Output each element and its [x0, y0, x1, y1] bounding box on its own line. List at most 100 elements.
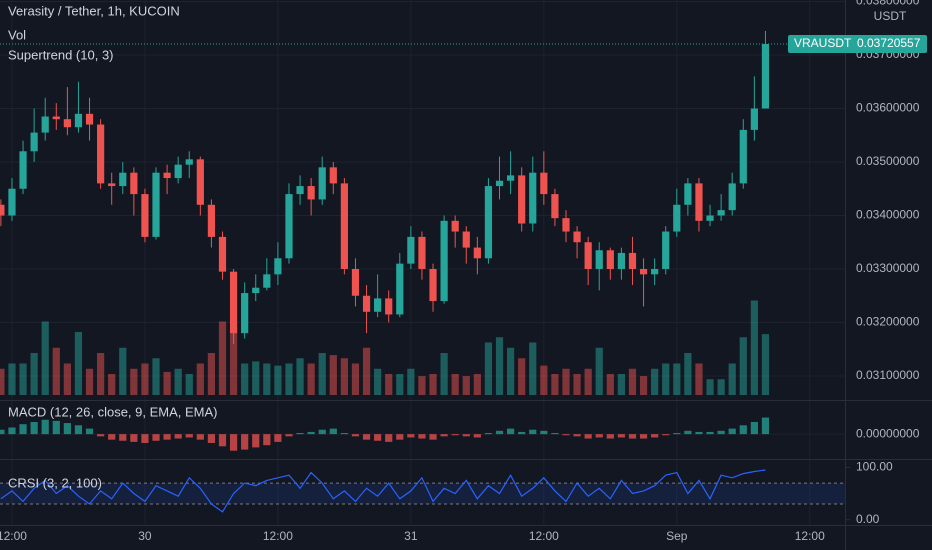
macd-histogram-bar — [484, 433, 493, 435]
candle-body — [728, 183, 736, 211]
volume-bar — [351, 363, 360, 395]
candle-body — [374, 298, 382, 312]
candle-body — [196, 159, 204, 205]
volume-bar — [185, 374, 193, 395]
volume-bar — [651, 368, 659, 395]
volume-bar — [52, 347, 60, 395]
candle-body — [351, 268, 360, 296]
macd-histogram-bar — [362, 434, 371, 440]
macd-histogram-bar — [163, 434, 171, 440]
candle-body — [717, 210, 725, 216]
candle-body — [451, 220, 459, 232]
volume-bar — [540, 365, 548, 395]
last-price-label: 0.03720557 — [857, 36, 921, 50]
candle-body — [385, 298, 393, 315]
x-tick-label: 12:00 — [0, 529, 27, 543]
macd-histogram-bar — [506, 428, 515, 435]
candle-body — [684, 183, 692, 205]
volume-bar — [307, 363, 315, 395]
volume-bar — [74, 332, 83, 395]
candle-body — [318, 167, 326, 200]
volume-bar — [473, 374, 481, 395]
macd-histogram-bar — [706, 431, 714, 435]
volume-bar — [0, 368, 5, 395]
symbol-label: VRAUSDT — [794, 36, 852, 50]
candle-body — [141, 194, 149, 237]
macd-histogram-bar — [52, 420, 60, 435]
volume-bar — [141, 363, 149, 395]
volume-bar — [695, 363, 703, 395]
candle-body — [462, 231, 470, 248]
candle-body — [407, 236, 415, 264]
volume-bar — [506, 347, 515, 395]
volume-bar — [207, 353, 216, 395]
candle-body — [673, 204, 681, 232]
candle-body — [617, 252, 625, 269]
macd-histogram-bar — [340, 433, 348, 435]
indicator-label: CRSI (3, 2, 100) — [8, 475, 102, 490]
candle-body — [529, 172, 537, 224]
candle-body — [285, 194, 293, 259]
volume-bar — [196, 363, 204, 395]
candle-body — [52, 116, 60, 120]
candle-body — [628, 252, 637, 269]
candle-body — [185, 159, 193, 165]
volume-bar — [673, 363, 681, 395]
x-tick-label: 12:00 — [263, 529, 293, 543]
volume-bar — [85, 368, 94, 395]
candle-body — [739, 129, 747, 184]
y-tick-label: 0.03500000 — [856, 154, 920, 168]
macd-histogram-bar — [119, 434, 127, 441]
volume-bar — [329, 355, 337, 395]
volume-bar — [518, 358, 526, 395]
candle-body — [362, 295, 371, 312]
candle-body — [41, 116, 49, 133]
volume-bar — [218, 321, 227, 395]
macd-histogram-bar — [462, 434, 470, 437]
price-tag — [788, 34, 927, 53]
macd-histogram-bar — [85, 428, 94, 435]
macd-histogram-bar — [229, 434, 238, 451]
volume-bar — [440, 353, 448, 395]
volume-bar — [30, 353, 38, 395]
candle-body — [551, 194, 559, 219]
candle-body — [506, 175, 515, 181]
volume-bar — [739, 337, 747, 395]
macd-histogram-bar — [296, 433, 304, 435]
candle-body — [163, 172, 171, 179]
macd-histogram-bar — [728, 428, 736, 435]
volume-bar — [728, 363, 736, 395]
candle-body — [329, 167, 337, 184]
macd-histogram-bar — [651, 434, 659, 438]
volume-bar — [362, 347, 371, 395]
volume-bar — [41, 321, 49, 395]
macd-histogram-bar — [717, 430, 725, 435]
y-tick-label: 0.03600000 — [856, 101, 920, 115]
volume-bar — [551, 374, 559, 395]
macd-histogram-bar — [252, 434, 260, 448]
macd-histogram-bar — [396, 434, 404, 440]
macd-histogram-bar — [584, 434, 592, 439]
candle-body — [761, 43, 770, 109]
candle-body — [662, 231, 670, 269]
grid — [0, 0, 850, 525]
candle-body — [296, 186, 304, 195]
volume-bar — [340, 358, 348, 395]
macd-histogram-bar — [540, 430, 548, 435]
indicator-label: MACD (12, 26, close, 9, EMA, EMA) — [8, 404, 218, 419]
y-tick-label: 0.03100000 — [856, 368, 920, 382]
macd-histogram-bar — [739, 425, 747, 435]
volume-bar — [429, 374, 437, 395]
candle-body — [706, 215, 714, 221]
candle-body — [85, 113, 94, 125]
macd-histogram-bar — [495, 430, 504, 435]
y-tick-label: 0.00 — [856, 512, 880, 526]
volume-bar — [495, 337, 504, 395]
volume-bar — [263, 363, 271, 395]
volume-bar — [97, 353, 105, 395]
candle-body — [19, 151, 27, 189]
candle-body — [63, 119, 71, 128]
macd-histogram-bar — [19, 424, 27, 435]
